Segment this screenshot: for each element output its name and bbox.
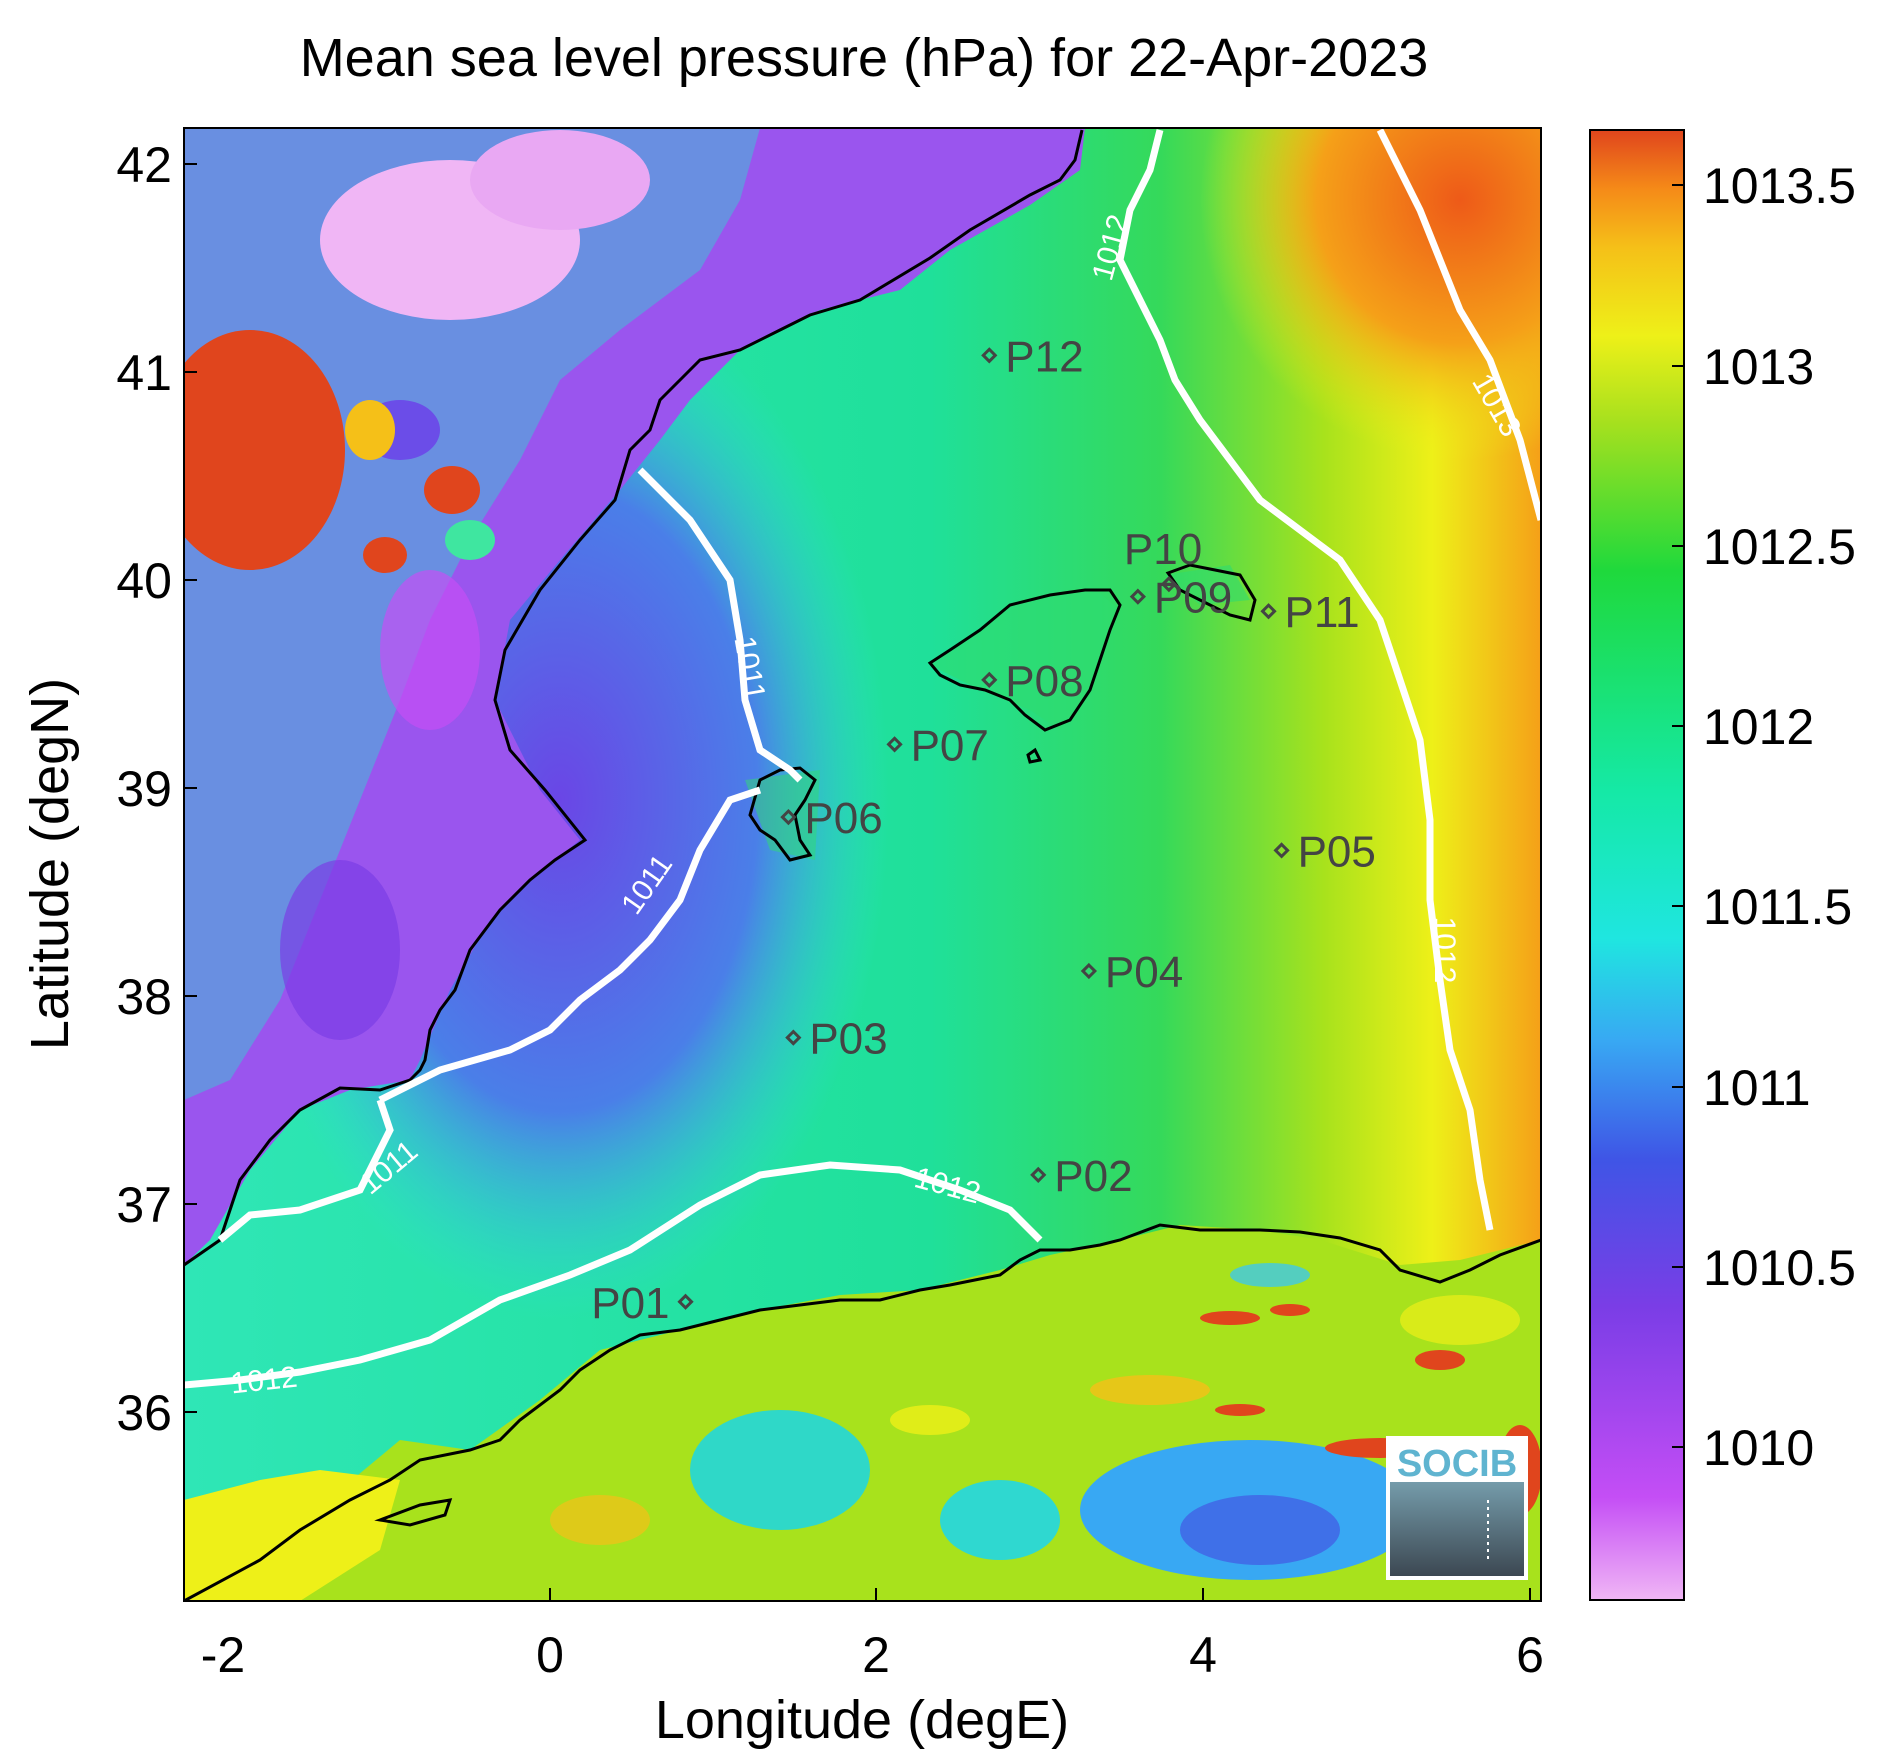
point-marker-p08 (981, 671, 998, 688)
colorbar-tick-label: 1012.5 (1703, 519, 1856, 575)
point-marker-p12 (981, 347, 998, 364)
coastlines (184, 129, 1541, 1601)
point-label-p02: P02 (1054, 1152, 1132, 1201)
y-tick-label: 42 (116, 137, 172, 193)
point-label-p08: P08 (1005, 657, 1083, 706)
y-axis: 42 41 40 39 38 37 36 Latitude (degN) (20, 137, 197, 1441)
y-tick-label: 40 (116, 553, 172, 609)
point-marker-p01 (677, 1293, 694, 1310)
socib-logo-text: SOCIB (1397, 1443, 1517, 1485)
colorbar-tick-label: 1012 (1703, 699, 1814, 755)
map-frame (183, 127, 1542, 1602)
point-marker-p05 (1273, 842, 1290, 859)
point-marker-p06 (780, 808, 797, 826)
x-tick-label: 2 (862, 1627, 890, 1683)
colorbar-tick-label: 1011.5 (1703, 879, 1852, 935)
point-marker-p09 (1129, 588, 1147, 605)
point-marker-p11 (1260, 603, 1277, 620)
point-label-p10: P10 (1124, 525, 1202, 574)
colorbar-tick-label: 1010 (1703, 1420, 1814, 1476)
point-marker-p04 (1080, 962, 1098, 980)
y-tick-label: 36 (116, 1385, 172, 1441)
point-label-p01: P01 (591, 1279, 669, 1328)
y-tick-label: 38 (116, 969, 172, 1025)
point-label-p11: P11 (1285, 588, 1360, 637)
point-label-p03: P03 (809, 1015, 887, 1064)
x-tick-label: -2 (201, 1627, 245, 1683)
x-tick-label: 4 (1189, 1627, 1217, 1683)
point-marker-p02 (1030, 1166, 1047, 1184)
y-tick-label: 39 (116, 761, 172, 817)
colorbar-tick-label: 1013.5 (1703, 158, 1856, 214)
point-label-p05: P05 (1298, 827, 1376, 876)
y-tick-label: 41 (116, 345, 172, 401)
contour-label: 1012 (1428, 917, 1461, 984)
point-label-p06: P06 (804, 794, 882, 843)
point-label-p04: P04 (1105, 948, 1183, 997)
x-tick-label: 6 (1516, 1627, 1544, 1683)
point-label-p07: P07 (911, 721, 989, 770)
isobars (184, 128, 1541, 1389)
x-axis: -2 0 2 4 6 Longitude (degE) (201, 1588, 1544, 1750)
socib-logo: SOCIB (1386, 1436, 1528, 1580)
map-title: Mean sea level pressure (hPa) for 22-Apr… (300, 28, 1429, 88)
x-tick-label: 0 (536, 1627, 564, 1683)
point-label-p12: P12 (1005, 332, 1083, 381)
colorbar-tick-label: 1010.5 (1703, 1240, 1856, 1296)
colorbar: 1013.5 1013 1012.5 1012 1011.5 1011 1010… (1589, 129, 1856, 1601)
colorbar-tick-label: 1011 (1703, 1060, 1811, 1116)
y-tick-label: 37 (116, 1177, 172, 1233)
x-axis-label: Longitude (degE) (655, 1690, 1069, 1750)
pressure-field (184, 128, 1541, 1601)
y-axis-label: Latitude (degN) (20, 678, 80, 1050)
point-marker-p10 (1160, 576, 1178, 593)
contour-label: 1012 (229, 1361, 299, 1401)
point-marker-p03 (785, 1029, 802, 1046)
point-marker-p07 (886, 736, 903, 753)
colorbar-tick-label: 1013 (1703, 339, 1814, 395)
